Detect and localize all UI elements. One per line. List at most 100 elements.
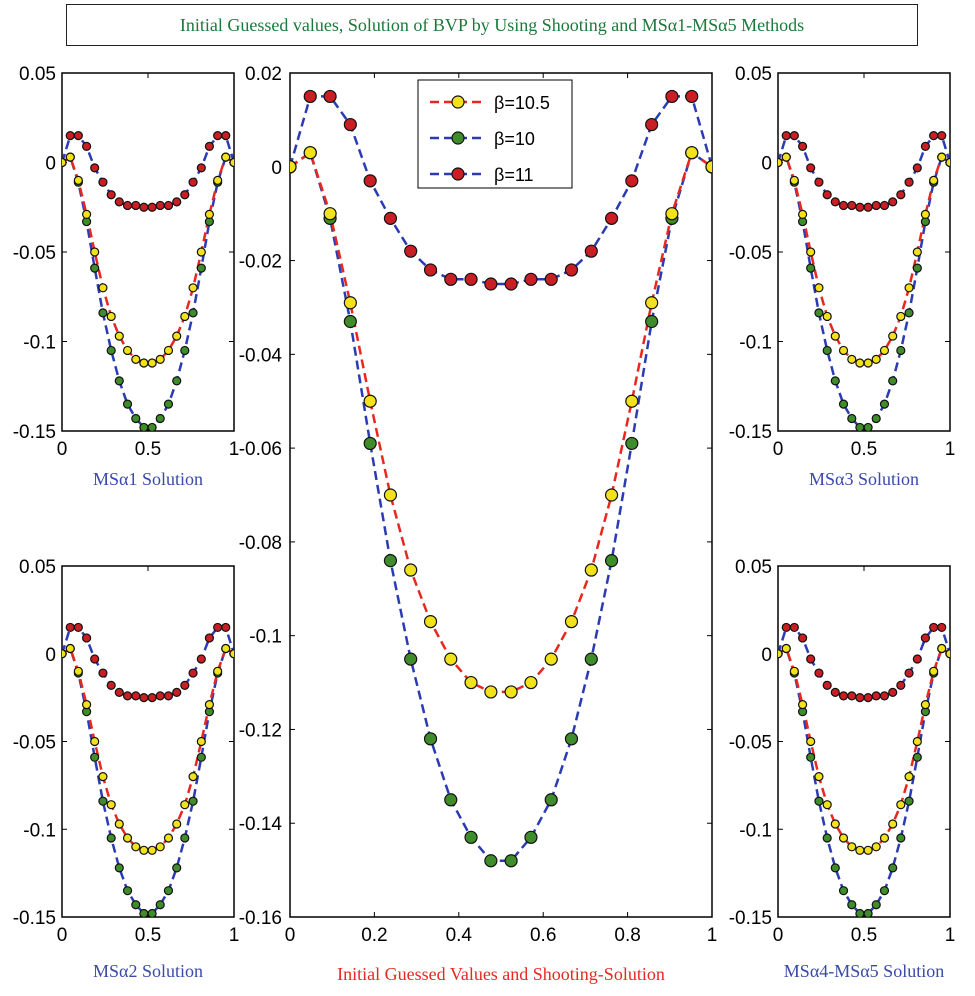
data-point (196, 163, 206, 173)
data-point (871, 691, 881, 701)
data-point (896, 190, 906, 200)
data-point (830, 687, 840, 697)
data-point (323, 89, 337, 104)
data-point (863, 908, 873, 917)
x-tick-label: 0 (773, 439, 784, 460)
data-point (945, 649, 950, 659)
x-tick-label: 1 (229, 439, 240, 460)
data-point (106, 311, 116, 322)
data-point (155, 413, 165, 424)
y-tick-label: 0.02 (245, 64, 282, 85)
data-point (98, 308, 108, 318)
y-tick-label: -0.05 (729, 733, 772, 754)
data-point (920, 141, 931, 151)
data-point (871, 200, 881, 211)
data-point (180, 680, 190, 690)
data-point (229, 649, 234, 659)
data-point (544, 652, 558, 666)
data-point (106, 833, 116, 843)
data-point (114, 863, 124, 873)
series-line-1 (290, 150, 712, 862)
data-point (163, 200, 174, 211)
data-point (131, 842, 141, 852)
data-point (464, 830, 478, 844)
data-point (73, 175, 83, 185)
series-line-0 (62, 646, 234, 852)
data-point (323, 207, 337, 221)
data-point (139, 845, 149, 855)
x-tick-label: 0.5 (851, 925, 877, 946)
data-point (912, 654, 922, 664)
data-point (904, 796, 914, 806)
data-point (937, 622, 947, 633)
data-point (444, 793, 458, 807)
data-point (838, 399, 849, 409)
data-point (912, 263, 922, 273)
data-point (484, 277, 498, 291)
y-tick-label: 0 (45, 154, 56, 175)
data-point (806, 263, 816, 273)
plot-area (778, 622, 950, 917)
y-tick-label: 0.05 (19, 557, 56, 578)
data-point (303, 89, 317, 104)
data-point (863, 693, 873, 703)
x-tick-label: 0.5 (135, 439, 161, 460)
data-point (781, 622, 791, 633)
data-point (879, 833, 890, 843)
data-point (830, 197, 840, 207)
data-point (423, 614, 438, 629)
data-point (904, 308, 914, 318)
data-point (98, 668, 108, 678)
data-point (705, 160, 712, 174)
y-tick-label: -0.15 (729, 422, 772, 443)
data-point (196, 736, 206, 747)
axes-box (289, 72, 713, 918)
x-axis-label: MSα2 Solution (93, 961, 203, 981)
data-point (90, 247, 100, 257)
data-point (122, 833, 133, 843)
data-point (685, 89, 699, 104)
x-tick-label: 1 (945, 439, 956, 460)
data-point (929, 622, 939, 633)
x-axis-label: MSα1 Solution (93, 469, 203, 489)
x-axis-label: MSα4-MSα5 Solution (784, 961, 944, 981)
data-point (81, 141, 92, 151)
data-point (155, 354, 165, 364)
data-point (888, 687, 898, 697)
data-point (404, 652, 418, 666)
data-point (888, 331, 898, 341)
y-tick-label: 0 (271, 158, 282, 179)
x-tick-label: 0.6 (530, 925, 556, 946)
data-point (625, 436, 639, 451)
data-point (139, 202, 149, 212)
plot-area (62, 131, 234, 431)
data-point (847, 900, 857, 910)
legend: β=10.5 β=10 β=11 (417, 79, 573, 189)
data-point (188, 668, 198, 678)
data-point (937, 152, 947, 162)
data-point (98, 796, 108, 806)
y-tick-label: -0.16 (239, 908, 282, 929)
data-point (781, 131, 791, 141)
data-point (343, 314, 357, 329)
data-point (444, 272, 458, 286)
data-point (147, 202, 157, 212)
data-point (172, 819, 182, 829)
data-point (213, 131, 223, 141)
data-point (106, 345, 116, 356)
legend-marker (451, 131, 465, 145)
data-point (383, 488, 398, 502)
data-point (155, 691, 165, 701)
data-point (180, 800, 190, 810)
data-point (814, 308, 824, 318)
data-point (504, 277, 518, 291)
data-point (484, 854, 498, 868)
data-point (814, 796, 824, 806)
data-point (131, 200, 141, 211)
axes-box (61, 565, 235, 918)
data-point (625, 394, 639, 408)
data-point (822, 190, 832, 200)
